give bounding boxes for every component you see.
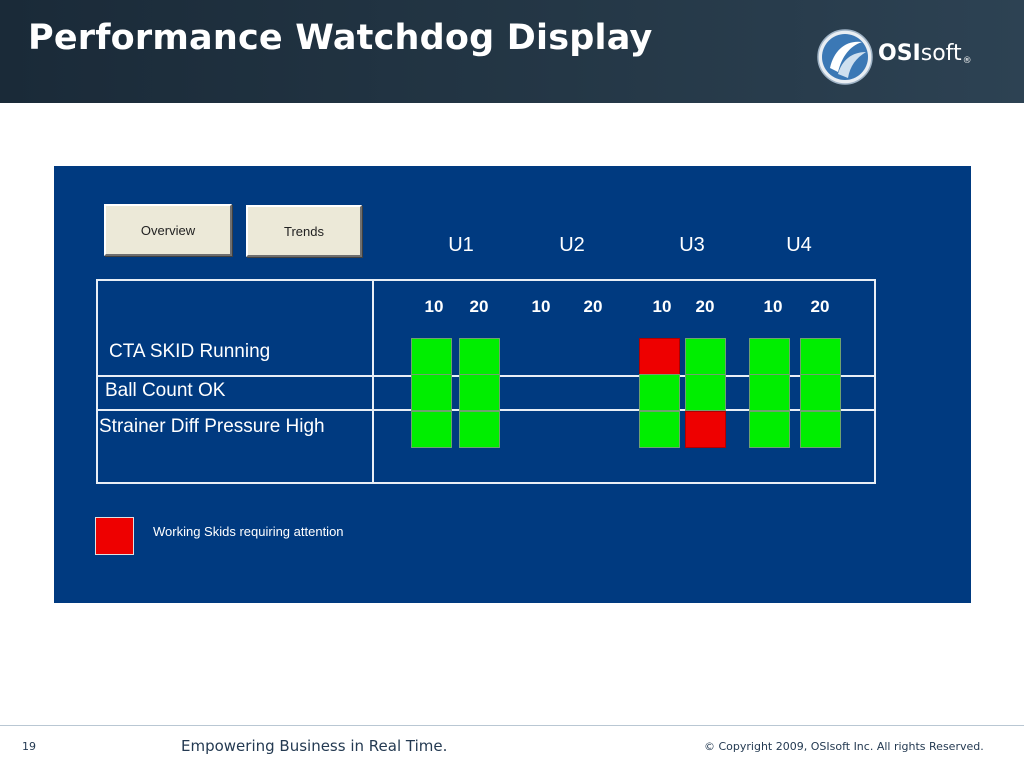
status-cell-u3-10-row3 [639, 411, 680, 448]
status-cell-u1-20-row1 [459, 338, 500, 375]
unit-label-u3: U3 [679, 234, 705, 256]
status-cell-u1-10-row1 [411, 338, 452, 375]
status-cell-u1-10-row3 [411, 411, 452, 448]
row-label-1: CTA SKID Running [109, 341, 271, 362]
status-cell-u1-20-row3 [459, 411, 500, 448]
status-cell-u1-10-row2 [411, 374, 452, 411]
row-label-3: Strainer Diff Pressure High [99, 416, 325, 437]
unit-label-u2: U2 [559, 234, 585, 256]
status-cell-u4-20-row1 [800, 338, 841, 375]
status-cell-u4-10-row2 [749, 374, 790, 411]
status-cell-u4-10-row1 [749, 338, 790, 375]
grid-border-bottom [96, 482, 876, 484]
sub-label-u4-20: 20 [810, 297, 830, 316]
status-cell-u3-20-row3 [685, 411, 726, 448]
logo-text-light: soft [920, 41, 962, 66]
status-cell-u1-20-row2 [459, 374, 500, 411]
sub-label-u4-10: 10 [763, 297, 783, 316]
legend-swatch [95, 517, 134, 555]
grid-border-left [96, 279, 98, 484]
grid-divider-vertical [372, 279, 374, 484]
overview-button[interactable]: Overview [104, 204, 232, 256]
sub-label-u2-10: 10 [531, 297, 551, 316]
legend-label: Working Skids requiring attention [153, 524, 344, 539]
sub-label-u1-10: 10 [424, 297, 444, 316]
status-cell-u3-20-row1 [685, 338, 726, 375]
logo-registered-mark: ® [962, 56, 972, 66]
watchdog-display: Overview Trends U1 U2 U3 U4 10 20 10 20 10 20 10 2… [54, 166, 971, 603]
unit-label-u4: U4 [786, 234, 812, 256]
header-band: Performance Watchdog Display OSIsoft® [0, 0, 1024, 103]
page-title: Performance Watchdog Display [28, 18, 653, 58]
status-cell-u3-10-row2 [639, 374, 680, 411]
footer-tagline: Empowering Business in Real Time. [181, 737, 448, 755]
logo-wordmark: OSIsoft® [878, 41, 972, 66]
sub-label-u3-20: 20 [695, 297, 715, 316]
status-cell-u4-20-row3 [800, 411, 841, 448]
grid-border-top [96, 279, 876, 281]
osisoft-logo: OSIsoft® [816, 28, 986, 86]
row-label-2: Ball Count OK [105, 380, 226, 401]
sub-label-u2-20: 20 [583, 297, 603, 316]
status-cell-u4-10-row3 [749, 411, 790, 448]
trends-button[interactable]: Trends [246, 205, 362, 257]
status-cell-u4-20-row2 [800, 374, 841, 411]
unit-label-u1: U1 [448, 234, 474, 256]
status-cell-u3-20-row2 [685, 374, 726, 411]
footer-divider [0, 725, 1024, 726]
osisoft-logo-icon [817, 29, 873, 85]
grid-border-right [874, 279, 876, 484]
page-number: 19 [22, 740, 36, 753]
status-cell-u3-10-row1 [639, 338, 680, 375]
footer-copyright: © Copyright 2009, OSIsoft Inc. All right… [704, 740, 984, 753]
sub-label-u3-10: 10 [652, 297, 672, 316]
logo-text-bold: OSI [878, 41, 921, 66]
sub-label-u1-20: 20 [469, 297, 489, 316]
